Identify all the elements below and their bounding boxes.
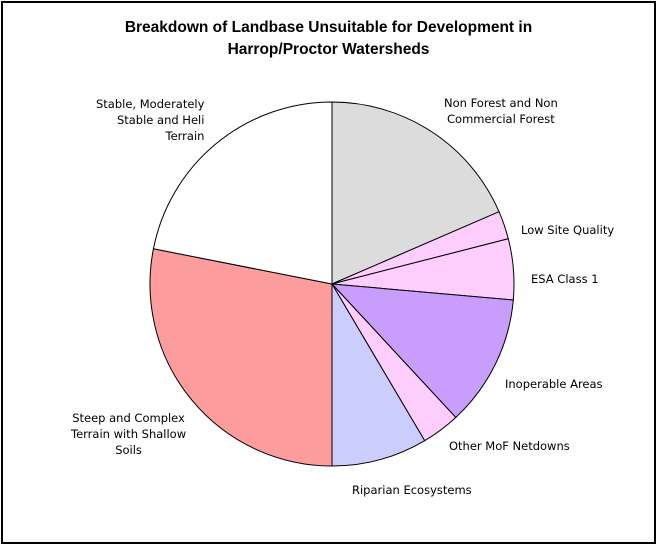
slice-label-4: Other MoF Netdowns [449, 438, 570, 454]
slice-label-5: Riparian Ecosystems [352, 482, 472, 498]
slice-label-line: Commercial Forest [447, 112, 555, 126]
slice-label-line: Riparian Ecosystems [352, 483, 472, 497]
slice-label-1: Low Site Quality [521, 222, 614, 238]
pie-slice-7 [152, 101, 333, 285]
pie-slice-3 [330, 283, 514, 419]
slice-label-6: Steep and Complex Terrain with Shallow Soi… [71, 410, 186, 458]
chart-title-line-1: Breakdown of Landbase Unsuitable for Dev… [124, 19, 533, 36]
slice-label-line: Low Site Quality [521, 223, 615, 237]
slice-label-line: Non Forest and Non [444, 96, 558, 110]
slice-label-line: Terrain [165, 129, 205, 143]
slice-label-3: Inoperable Areas [505, 376, 603, 392]
pie-slice-5 [331, 282, 426, 467]
slice-label-0: Non Forest and Non Commercial Forest [444, 95, 558, 127]
slice-label-line: Stable and Heli [116, 113, 205, 127]
slice-label-line: Other MoF Netdowns [449, 439, 570, 453]
chart-title-line-2: Harrop/Proctor Watersheds [227, 41, 430, 58]
slice-label-7: Stable, Moderately Stable and Heli Terrain [96, 96, 204, 144]
chart-title: Breakdown of Landbase Unsuitable for Dev… [0, 17, 657, 61]
slice-label-line: Stable, Moderately [96, 97, 205, 111]
pie-slice-0 [331, 101, 500, 285]
slice-label-2: ESA Class 1 [531, 271, 599, 287]
pie-slice-6 [149, 248, 333, 467]
slice-label-line: Terrain with Shallow [71, 427, 187, 441]
slice-label-line: Inoperable Areas [505, 377, 603, 391]
slice-label-line: Steep and Complex [72, 411, 185, 425]
slice-label-line: Soils [115, 443, 142, 457]
slice-label-line: ESA Class 1 [531, 272, 599, 286]
